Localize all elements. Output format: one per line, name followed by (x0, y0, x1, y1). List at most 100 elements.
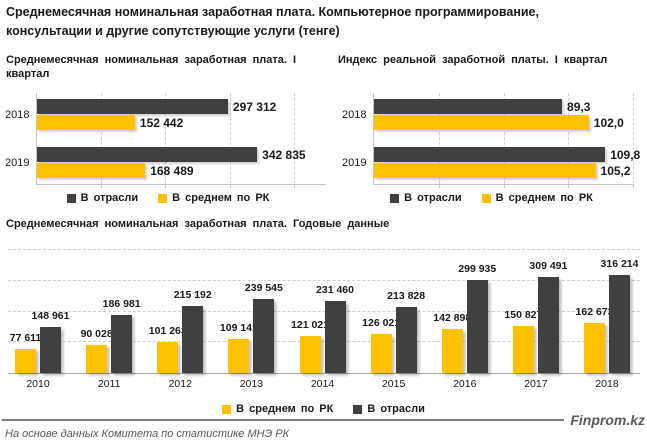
bar-value-label: 297 312 (232, 99, 277, 114)
bar-value-label: 342 835 (262, 147, 306, 162)
bar-group-2018: 162 673 316 214 2018 (576, 250, 639, 390)
axis-tick (438, 184, 440, 188)
legend-item: В среднем по РК (481, 192, 593, 204)
category-label: 2015 (381, 378, 406, 390)
bar-value-label: 148 961 (31, 309, 70, 322)
bar-value-label: 126 021 (362, 316, 401, 329)
bar-value-label: 186 981 (102, 298, 141, 310)
gridline (8, 279, 640, 281)
legend-label: В отрасли (404, 192, 462, 204)
chart-title: Индекс реальной заработной платы. I квар… (338, 54, 608, 66)
legend-item: В отрасли (390, 192, 462, 204)
legend-label: В отрасли (367, 403, 425, 415)
bar-industry: 148 961 (32, 310, 69, 373)
bar-average: 168 489 (37, 163, 194, 178)
bar-value-label: 109 141 (219, 322, 258, 335)
category-label: 2011 (97, 378, 121, 390)
axis-tick (568, 184, 570, 188)
legend-item: В среднем по РК (222, 403, 333, 415)
bar-value-label: 89,3 (567, 99, 591, 114)
bar-industry: 297 312 (37, 99, 276, 114)
legend-swatch-industry (66, 193, 76, 203)
bar-industry: 109,8 (374, 147, 640, 162)
chart-annual-nominal-wage: Среднемесячная номинальная заработная пл… (6, 217, 641, 257)
category-label: 2013 (239, 378, 264, 390)
bar-row: 102,0 (374, 115, 633, 130)
bar-average: 150 827 (504, 309, 542, 373)
plot-area-quarterly-nominal: 2018 297 312 152 442 2019 342 835 168 489 (5, 93, 326, 188)
source-note: На основе данных Комитета по статистике … (5, 428, 290, 440)
category-label: 2017 (524, 378, 548, 390)
bar-value-label: 316 214 (600, 258, 639, 270)
bar-group-2018: 2018 297 312 152 442 (5, 99, 326, 130)
bar-value-label: 231 460 (316, 284, 354, 297)
bar-row: 342 835 (37, 147, 326, 162)
bar-group-2015: 126 021 213 828 2015 (362, 250, 425, 390)
bar-row: 168 489 (37, 163, 326, 178)
bar-value-label: 239 545 (244, 281, 283, 294)
category-label: 2012 (168, 378, 192, 390)
gridline (229, 93, 231, 184)
gridline (633, 93, 634, 184)
bar-value-label: 309 491 (529, 260, 568, 273)
bar-industry: 89,3 (374, 99, 590, 114)
bar-row: 109,8 (374, 147, 640, 162)
legend-label: В отрасли (80, 192, 139, 204)
bar-group-2019: 2019 109,8 105,2 (342, 147, 640, 178)
bar-group-2019: 2019 342 835 168 489 (5, 147, 326, 178)
legend-label: В среднем по РК (495, 192, 593, 204)
bar-value-label: 77 611 (9, 331, 42, 344)
legend-swatch-industry (390, 193, 400, 203)
axis-tick (229, 184, 231, 188)
legend-swatch-average (222, 404, 232, 414)
bar-average: 126 021 (362, 317, 400, 373)
bar-row: 89,3 (374, 99, 633, 114)
bar-industry: 186 981 (103, 298, 141, 373)
bar-value-label: 102,0 (593, 115, 624, 130)
bar-value-label: 90 028 (80, 328, 113, 341)
category-label: 2016 (453, 378, 477, 390)
bar-average: 77 611 (10, 332, 41, 373)
chart-quarterly-nominal-wage: Среднемесячная номинальная заработная пл… (5, 53, 330, 204)
bar-industry: 342 835 (37, 147, 306, 162)
bar-group-2013: 109 141 239 545 2013 (220, 250, 283, 390)
page-title: Среднемесячная номинальная заработная пл… (6, 5, 539, 38)
bar-average: 101 263 (149, 325, 187, 373)
gridline (165, 93, 167, 184)
chart-title: Среднемесячная номинальная заработная пл… (6, 218, 390, 230)
brand-divider-line (2, 419, 565, 421)
chart-real-wage-index: Индекс реальной заработной платы. I квар… (338, 53, 645, 204)
gridline (101, 93, 103, 184)
axis-tick (633, 184, 634, 188)
bar-value-label: 101 263 (148, 324, 187, 337)
bar-value-label: 168 489 (150, 163, 194, 178)
bar-average: 102,0 (374, 115, 624, 130)
bar-value-label: 109,8 (610, 147, 641, 162)
bar-value-label: 142 898 (433, 311, 472, 324)
legend-swatch-average (158, 193, 168, 203)
bar-value-label: 152 442 (139, 115, 184, 130)
chart-title: Среднемесячная номинальная заработная пл… (6, 54, 297, 80)
plot-area-annual: 77 611 148 961 2010 90 028 186 981 2011 101 26… (8, 249, 640, 390)
brand-row: Finprom.kz (2, 412, 645, 428)
axis-tick (165, 184, 167, 188)
gridline (438, 93, 440, 184)
bar-average: 142 898 (433, 312, 471, 373)
category-label: 2010 (26, 378, 50, 390)
bar-industry: 231 460 (316, 284, 354, 373)
legend-swatch-average (481, 193, 491, 203)
axis-tick (503, 184, 505, 188)
bar-group-2011: 90 028 186 981 2011 (81, 250, 141, 390)
bar-industry: 239 545 (245, 282, 283, 373)
bar-value-label: 213 828 (387, 289, 426, 302)
legend-swatch-industry (353, 404, 363, 414)
bar-group-2014: 121 021 231 460 2014 (291, 250, 354, 390)
category-label: 2019 (342, 156, 367, 169)
category-label: 2018 (595, 378, 619, 390)
bar-average: 90 028 (81, 328, 113, 373)
plot-area-real-wage-index: 2018 89,3 102,0 2019 109,8 105,2 (342, 93, 640, 188)
bar-value-label: 121 021 (291, 318, 329, 331)
brand-logo: Finprom.kz (570, 412, 645, 428)
gridline (8, 341, 640, 343)
